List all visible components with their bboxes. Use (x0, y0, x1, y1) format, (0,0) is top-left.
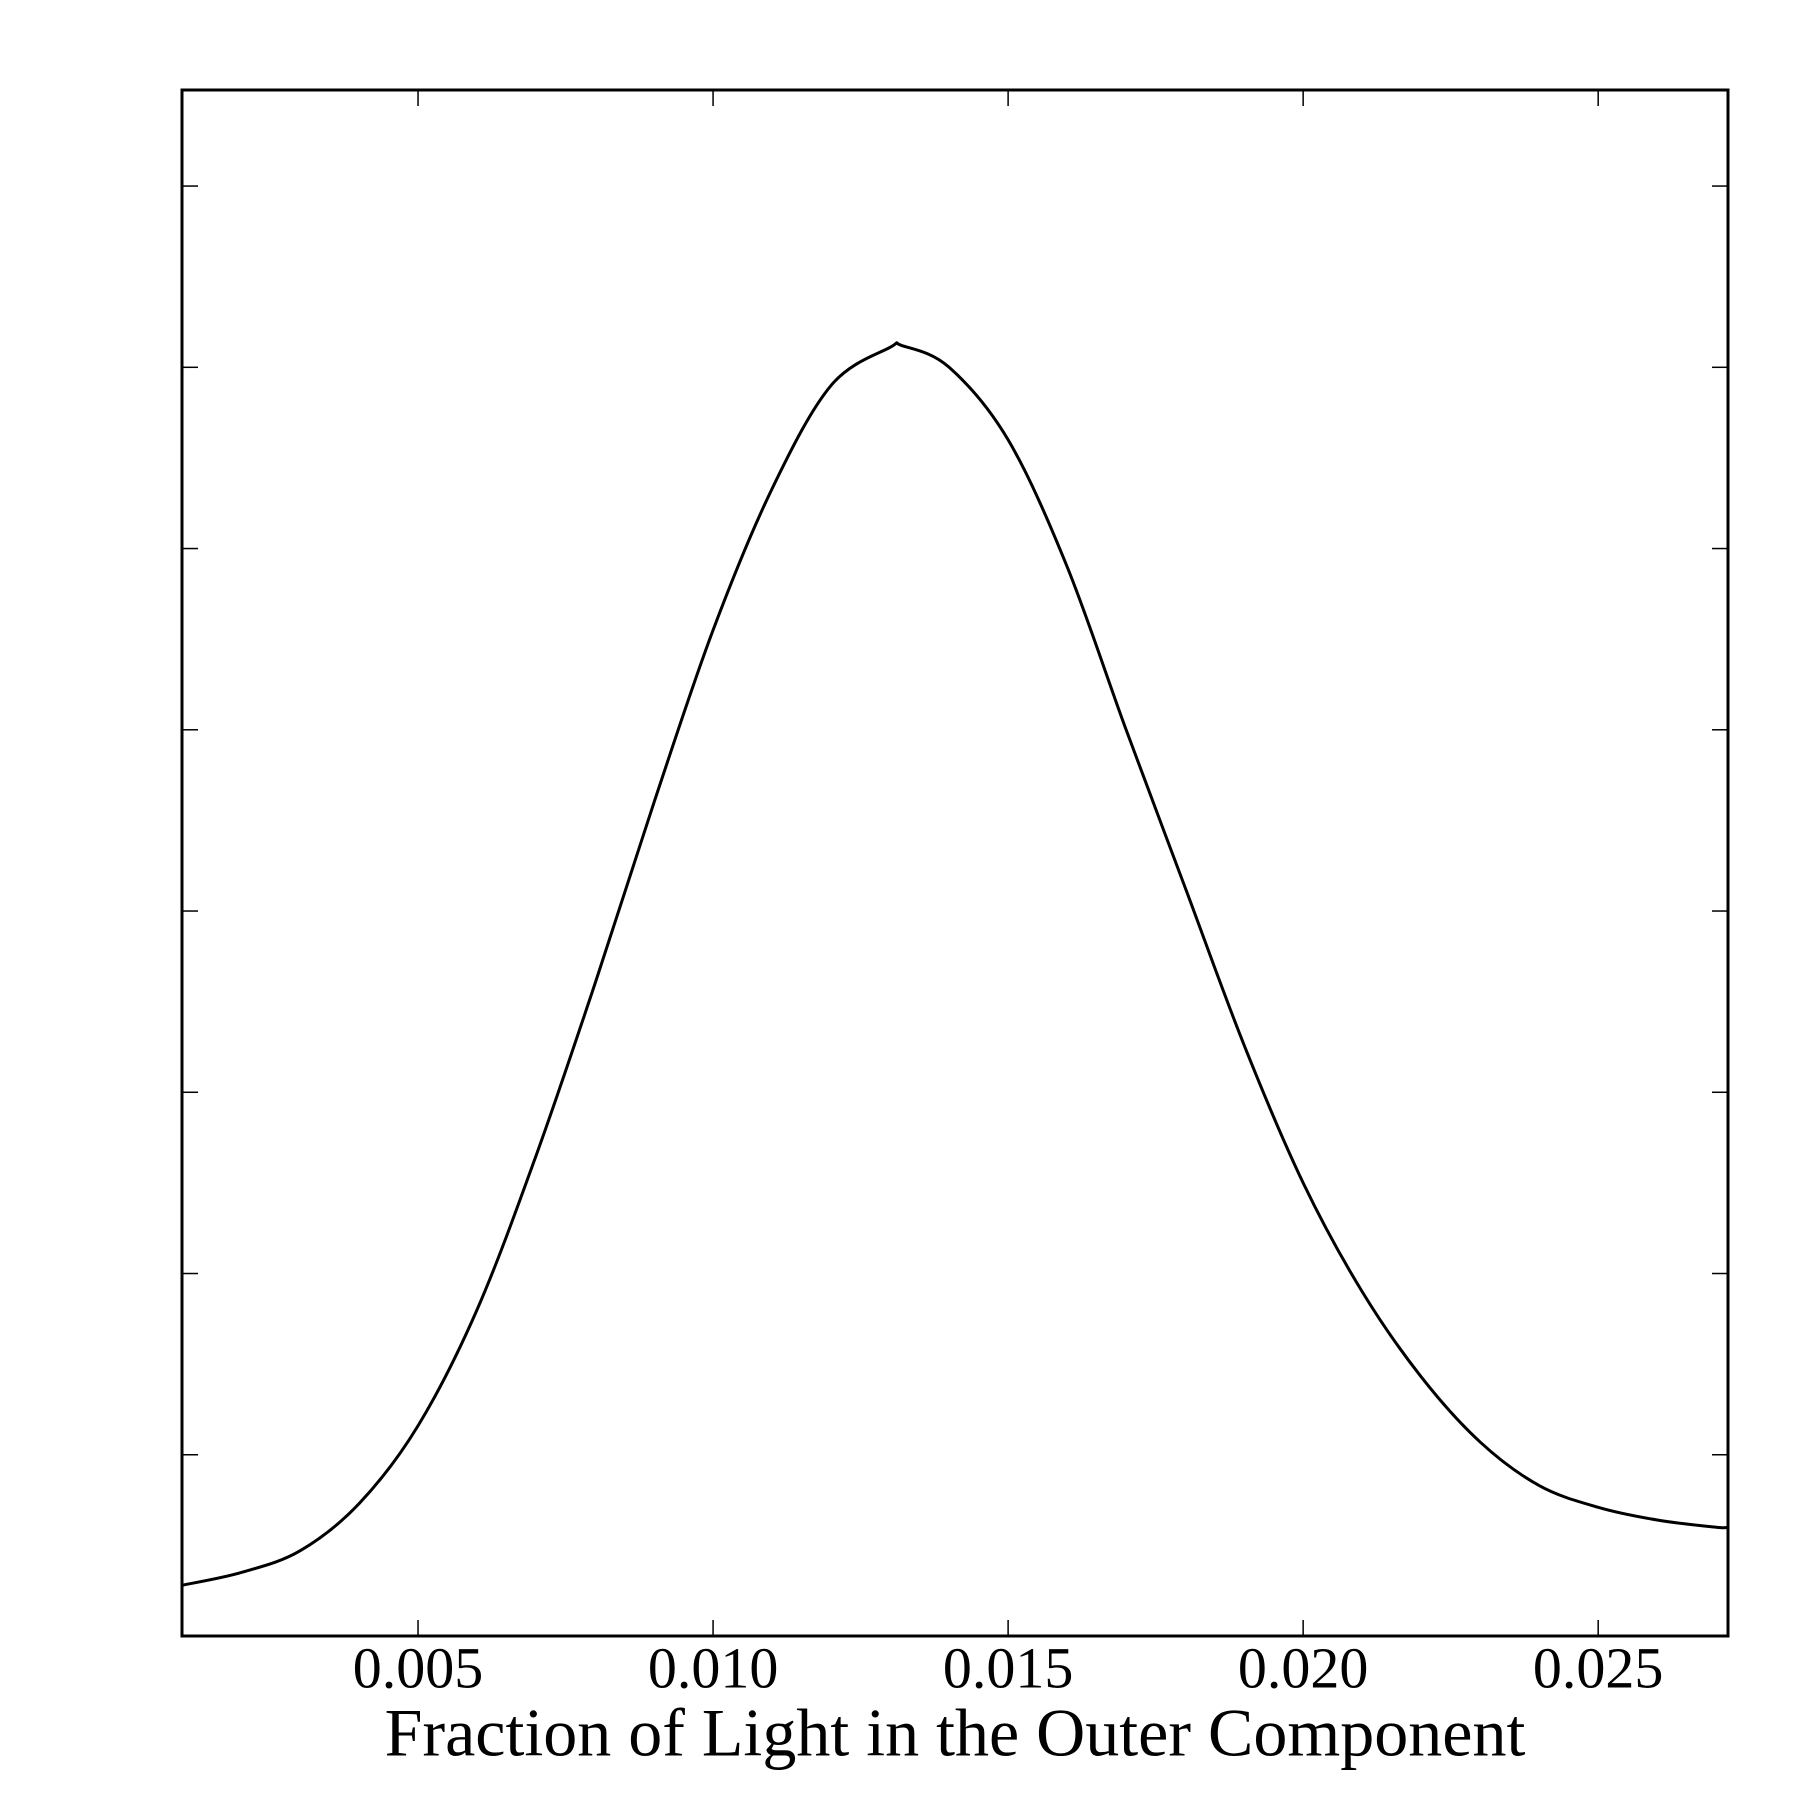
x-tick-label: 0.005 (353, 1635, 484, 1700)
x-tick-label: 0.020 (1238, 1635, 1369, 1700)
x-tick-label: 0.025 (1533, 1635, 1664, 1700)
plot-frame (180, 88, 1730, 1638)
line (181, 341, 1729, 1587)
x-axis-label: Fraction of Light in the Outer Component (385, 1695, 1526, 1771)
x-tick-label: 0.015 (943, 1635, 1074, 1700)
x-tick-label: 0.010 (648, 1635, 779, 1700)
